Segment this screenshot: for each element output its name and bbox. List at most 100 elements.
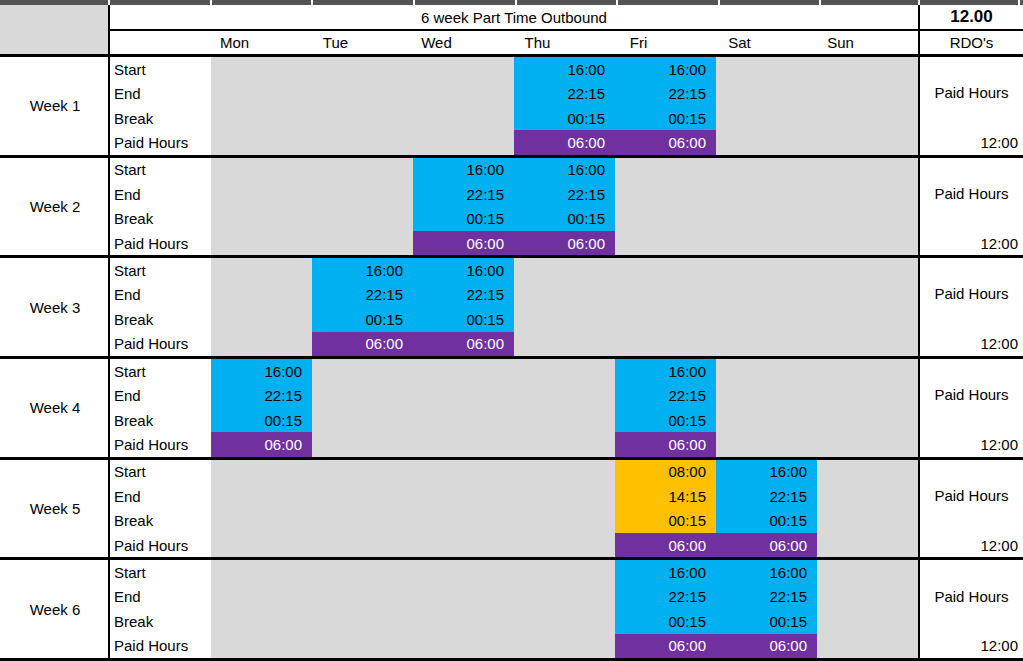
empty-cell[interactable] xyxy=(312,57,413,81)
day-cell-thu[interactable] xyxy=(514,460,615,558)
empty-cell[interactable] xyxy=(211,283,312,307)
day-cell-thu[interactable] xyxy=(514,560,615,658)
empty-cell[interactable] xyxy=(211,207,312,231)
cell-start-time[interactable]: 16:00 xyxy=(615,560,716,584)
row-label-paid-hours[interactable]: Paid Hours xyxy=(110,130,211,154)
rdo-summary-cell[interactable]: Paid Hours12:00 xyxy=(918,258,1023,356)
empty-cell[interactable] xyxy=(817,560,918,584)
row-label-break[interactable]: Break xyxy=(110,307,211,331)
empty-cell[interactable] xyxy=(817,585,918,609)
day-cell-sat[interactable] xyxy=(716,258,817,356)
cell-break-time[interactable]: 00:15 xyxy=(716,609,817,633)
cell-start-time[interactable]: 16:00 xyxy=(413,258,514,282)
empty-cell[interactable] xyxy=(514,634,615,658)
empty-cell[interactable] xyxy=(817,307,918,331)
empty-cell[interactable] xyxy=(514,383,615,407)
empty-cell[interactable] xyxy=(211,81,312,105)
empty-cell[interactable] xyxy=(413,634,514,658)
cell-paid-time[interactable]: 06:00 xyxy=(615,634,716,658)
empty-cell[interactable] xyxy=(817,432,918,456)
empty-cell[interactable] xyxy=(817,332,918,356)
empty-cell[interactable] xyxy=(211,509,312,533)
empty-cell[interactable] xyxy=(211,332,312,356)
paid-hours-total[interactable]: 12:00 xyxy=(980,432,1018,456)
day-cell-fri[interactable]: 16:0022:1500:1506:00 xyxy=(615,359,716,457)
day-cell-sat[interactable]: 16:0022:1500:1506:00 xyxy=(716,460,817,558)
empty-cell[interactable] xyxy=(312,383,413,407)
empty-cell[interactable] xyxy=(716,182,817,206)
day-cell-mon[interactable] xyxy=(211,560,312,658)
row-label-end[interactable]: End xyxy=(110,182,211,206)
empty-cell[interactable] xyxy=(817,609,918,633)
day-cell-fri[interactable]: 08:0014:1500:1506:00 xyxy=(615,460,716,558)
empty-cell[interactable] xyxy=(817,533,918,557)
cell-end-time[interactable]: 22:15 xyxy=(615,585,716,609)
empty-cell[interactable] xyxy=(413,130,514,154)
row-label-end[interactable]: End xyxy=(110,383,211,407)
empty-cell[interactable] xyxy=(615,158,716,182)
day-cell-thu[interactable]: 16:0022:1500:1506:00 xyxy=(514,158,615,256)
day-cell-tue[interactable] xyxy=(312,57,413,155)
empty-cell[interactable] xyxy=(514,283,615,307)
row-label-start[interactable]: Start xyxy=(110,460,211,484)
rdo-summary-cell[interactable]: Paid Hours12:00 xyxy=(918,460,1023,558)
empty-cell[interactable] xyxy=(312,484,413,508)
empty-cell[interactable] xyxy=(413,106,514,130)
day-cell-sun[interactable] xyxy=(817,460,918,558)
day-header-mon[interactable]: Mon xyxy=(211,31,312,54)
cell-paid-time[interactable]: 06:00 xyxy=(615,533,716,557)
empty-cell[interactable] xyxy=(716,307,817,331)
week-label[interactable]: Week 5 xyxy=(0,460,110,558)
day-cell-tue[interactable] xyxy=(312,158,413,256)
empty-cell[interactable] xyxy=(413,560,514,584)
row-label-paid-hours[interactable]: Paid Hours xyxy=(110,432,211,456)
paid-hours-total[interactable]: 12:00 xyxy=(980,634,1018,658)
day-cell-wed[interactable] xyxy=(413,560,514,658)
empty-cell[interactable] xyxy=(514,258,615,282)
cell-paid-time[interactable]: 06:00 xyxy=(514,231,615,255)
empty-cell[interactable] xyxy=(615,283,716,307)
paid-hours-total[interactable]: 12:00 xyxy=(980,332,1018,356)
empty-cell[interactable] xyxy=(413,57,514,81)
cell-start-time[interactable]: 16:00 xyxy=(716,560,817,584)
empty-cell[interactable] xyxy=(211,57,312,81)
week-label[interactable]: Week 4 xyxy=(0,359,110,457)
day-cell-wed[interactable] xyxy=(413,57,514,155)
empty-cell[interactable] xyxy=(514,432,615,456)
empty-cell[interactable] xyxy=(211,158,312,182)
empty-cell[interactable] xyxy=(312,231,413,255)
empty-cell[interactable] xyxy=(514,332,615,356)
empty-cell[interactable] xyxy=(615,332,716,356)
cell-start-time[interactable]: 16:00 xyxy=(312,258,413,282)
empty-cell[interactable] xyxy=(615,307,716,331)
day-header-sun[interactable]: Sun xyxy=(817,31,918,54)
empty-cell[interactable] xyxy=(413,509,514,533)
day-cell-sun[interactable] xyxy=(817,258,918,356)
empty-cell[interactable] xyxy=(514,408,615,432)
cell-break-time[interactable]: 00:15 xyxy=(615,609,716,633)
cell-paid-time[interactable]: 06:00 xyxy=(413,231,514,255)
cell-end-time[interactable]: 22:15 xyxy=(716,484,817,508)
empty-cell[interactable] xyxy=(716,258,817,282)
cell-end-time[interactable]: 22:15 xyxy=(211,383,312,407)
row-label-paid-hours[interactable]: Paid Hours xyxy=(110,332,211,356)
empty-cell[interactable] xyxy=(817,106,918,130)
empty-cell[interactable] xyxy=(211,307,312,331)
week-label[interactable]: Week 2 xyxy=(0,158,110,256)
empty-cell[interactable] xyxy=(716,283,817,307)
row-label-end[interactable]: End xyxy=(110,585,211,609)
empty-cell[interactable] xyxy=(817,634,918,658)
empty-cell[interactable] xyxy=(413,81,514,105)
day-cell-sat[interactable] xyxy=(716,359,817,457)
row-label-end[interactable]: End xyxy=(110,283,211,307)
day-cell-tue[interactable]: 16:0022:1500:1506:00 xyxy=(312,258,413,356)
empty-cell[interactable] xyxy=(312,533,413,557)
row-label-break[interactable]: Break xyxy=(110,609,211,633)
cell-paid-time[interactable]: 06:00 xyxy=(716,533,817,557)
day-cell-fri[interactable]: 16:0022:1500:1506:00 xyxy=(615,560,716,658)
day-cell-wed[interactable]: 16:0022:1500:1506:00 xyxy=(413,258,514,356)
day-cell-fri[interactable] xyxy=(615,258,716,356)
row-label-start[interactable]: Start xyxy=(110,258,211,282)
cell-end-time[interactable]: 22:15 xyxy=(413,182,514,206)
empty-cell[interactable] xyxy=(413,383,514,407)
